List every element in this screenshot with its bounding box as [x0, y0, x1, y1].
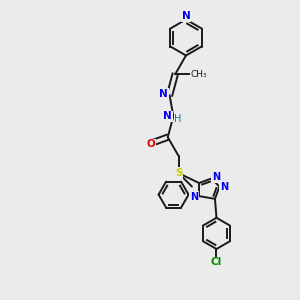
Text: N: N [182, 11, 190, 21]
Text: Cl: Cl [211, 257, 222, 268]
Text: O: O [146, 140, 155, 149]
Text: N: N [190, 192, 198, 202]
Text: N: N [212, 172, 220, 182]
Text: CH₃: CH₃ [190, 70, 207, 79]
Text: H: H [175, 114, 182, 124]
Text: N: N [220, 182, 228, 192]
Text: N: N [163, 111, 172, 121]
Text: N: N [159, 89, 168, 99]
Text: S: S [175, 168, 182, 178]
